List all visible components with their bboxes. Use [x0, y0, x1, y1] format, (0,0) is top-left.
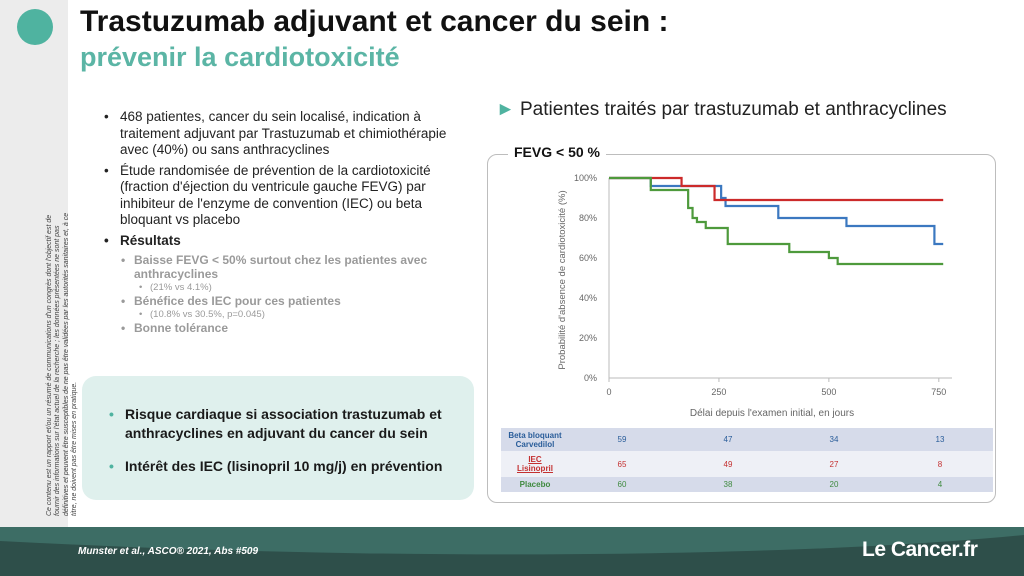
y-axis-label: Probabilité d'absence de cardiotoxicité …	[557, 190, 568, 369]
risk-label-line1: IEC	[528, 455, 542, 464]
x-tick-label: 750	[931, 387, 946, 397]
risk-cell: 4	[887, 477, 993, 492]
y-tick-label: 100%	[574, 173, 597, 183]
panel-label: FEVG < 50 %	[508, 144, 606, 160]
risk-cell: 27	[781, 451, 887, 477]
risk-label-beta: Beta bloquant Carvedilol	[501, 428, 569, 451]
left-sidebar: Ce contenu est un rapport et/ou un résum…	[0, 0, 78, 527]
citation: Munster et al., ASCO® 2021, Abs #509	[78, 546, 259, 557]
bullet-results: Résultats	[104, 233, 474, 250]
risk-row-iec: IEC Lisinopril 65 49 27 8	[501, 451, 993, 477]
x-tick-label: 500	[821, 387, 836, 397]
logo-circle-icon	[17, 9, 53, 45]
series-line-beta-bloquant	[609, 176, 944, 246]
risk-row-placebo: Placebo 60 38 20 4	[501, 477, 993, 492]
y-tick-label: 0%	[584, 373, 597, 383]
risk-table: Beta bloquant Carvedilol 59 47 34 13 IEC…	[501, 428, 993, 492]
risk-cell: 38	[675, 477, 781, 492]
key-message-box: • Risque cardiaque si association trastu…	[82, 376, 474, 500]
slide-title: Trastuzumab adjuvant et cancer du sein :	[80, 5, 669, 38]
y-tick-label: 80%	[579, 213, 597, 223]
bullet-dot-icon: •	[109, 406, 114, 422]
bullet-study: Étude randomisée de prévention de la car…	[104, 163, 474, 229]
brand-logo: Le Cancer.fr	[862, 538, 978, 561]
risk-cell: 47	[675, 428, 781, 451]
y-tick-label: 60%	[579, 253, 597, 263]
risk-label-placebo: Placebo	[501, 477, 569, 492]
bullet-patients: 468 patientes, cancer du sein localisé, …	[104, 109, 474, 159]
risk-label-line2: Lisinopril	[517, 464, 553, 473]
result-tolerance: Bonne tolérance	[104, 321, 474, 335]
result-fevg-detail: (21% vs 4.1%)	[104, 281, 474, 294]
disclaimer-text: Ce contenu est un rapport et/ou un résum…	[46, 212, 78, 516]
key-message-1-text: Risque cardiaque si association trastuzu…	[125, 406, 442, 441]
footer-bar	[0, 527, 1024, 576]
risk-cell: 49	[675, 451, 781, 477]
footer-wave-shape	[0, 527, 1024, 555]
risk-cell: 13	[887, 428, 993, 451]
result-fevg: Baisse FEVG < 50% surtout chez les patie…	[104, 253, 474, 281]
slide-subtitle: prévenir la cardiotoxicité	[80, 42, 400, 72]
bullet-list: 468 patientes, cancer du sein localisé, …	[104, 109, 474, 335]
result-iec: Bénéfice des IEC pour ces patientes	[104, 294, 474, 308]
key-message-2: • Intérêt des IEC (lisinopril 10 mg/j) e…	[109, 457, 485, 476]
survival-chart: 0% 20% 40% 60% 80% 100% 0 250 500 750 Délai depui…	[557, 173, 952, 419]
y-tick-label: 20%	[579, 333, 597, 343]
triangle-arrow-icon: ►	[496, 99, 515, 120]
key-message-1: • Risque cardiaque si association trastu…	[109, 405, 485, 443]
series-line-placebo	[609, 176, 944, 266]
x-tick-label: 250	[711, 387, 726, 397]
risk-cell: 59	[569, 428, 675, 451]
risk-cell: 65	[569, 451, 675, 477]
risk-label-line1: Beta bloquant	[508, 430, 562, 440]
result-iec-detail: (10.8% vs 30.5%, p=0.045)	[104, 308, 474, 321]
risk-label-iec: IEC Lisinopril	[501, 451, 569, 477]
risk-cell: 60	[569, 477, 675, 492]
risk-cell: 34	[781, 428, 887, 451]
series-line-iec	[609, 176, 944, 202]
key-message-2-text: Intérêt des IEC (lisinopril 10 mg/j) en …	[125, 458, 443, 474]
risk-row-beta: Beta bloquant Carvedilol 59 47 34 13	[501, 428, 993, 451]
x-axis-label: Délai depuis l'examen initial, en jours	[690, 408, 854, 419]
risk-cell: 20	[781, 477, 887, 492]
risk-label-line2: Carvedilol	[515, 439, 555, 449]
y-tick-label: 40%	[579, 293, 597, 303]
chart-heading: Patientes traités par trastuzumab et ant…	[520, 99, 947, 120]
bullet-dot-icon: •	[109, 458, 114, 474]
x-tick-label: 0	[606, 387, 611, 397]
risk-cell: 8	[887, 451, 993, 477]
